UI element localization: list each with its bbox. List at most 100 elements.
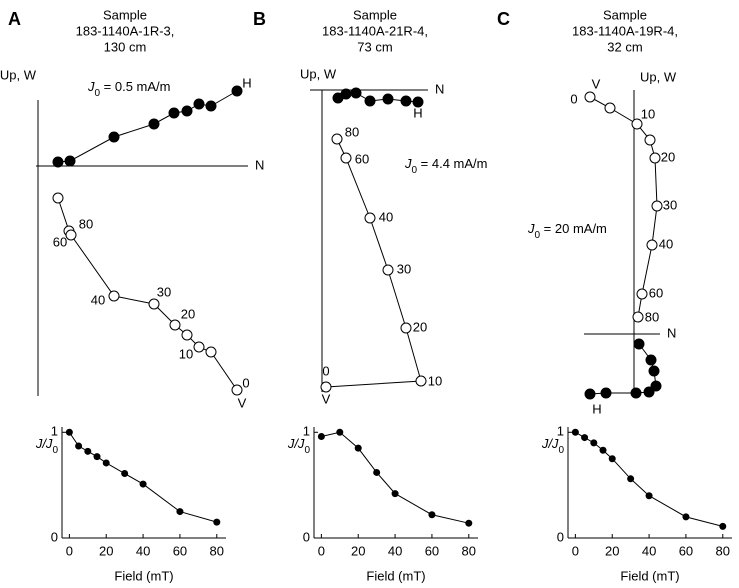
decay-point	[373, 468, 381, 476]
decay-point	[121, 470, 129, 478]
open-point	[400, 322, 412, 334]
x-tick-label: 20	[351, 543, 365, 558]
h-label: H	[592, 401, 601, 416]
sample-title: Sample	[353, 7, 397, 22]
decay-point	[428, 511, 436, 519]
step-label: 30	[663, 197, 677, 212]
step-label: 10	[641, 106, 655, 121]
filled-point	[193, 98, 205, 110]
x-tick-label: 80	[716, 543, 730, 558]
decay-line	[68, 432, 217, 523]
north-label: N	[255, 157, 264, 172]
sample-title: 183-1140A-1R-3,	[76, 23, 175, 38]
north-label: N	[435, 81, 444, 96]
filled-point	[633, 338, 645, 350]
j-symbol: J	[87, 79, 95, 94]
open-point	[364, 212, 376, 224]
step-label: 60	[649, 285, 663, 300]
up-label: Up, W	[300, 66, 337, 81]
step-label: 60	[53, 234, 67, 249]
step-label: 40	[659, 236, 673, 251]
open-point	[646, 239, 658, 251]
decay-line	[575, 431, 723, 527]
step-label: 80	[645, 309, 659, 324]
filled-point	[584, 388, 596, 400]
step-label: 20	[661, 149, 675, 164]
decay-point	[682, 513, 690, 521]
sample-title: Sample	[603, 7, 647, 22]
filled-point	[340, 88, 352, 100]
j-label: J0 = 0.5 mA/m	[87, 79, 171, 98]
y-tick-label: 0	[303, 529, 310, 544]
open-point	[631, 118, 643, 130]
open-point	[632, 311, 644, 323]
open-point	[382, 264, 394, 276]
filled-point	[108, 131, 120, 143]
open-point	[636, 288, 648, 300]
step-label: 10	[179, 346, 193, 361]
filled-point	[645, 354, 657, 366]
panel-label: C	[497, 9, 510, 29]
v-label: V	[592, 76, 601, 91]
sample-title: 183-1140A-19R-4,	[572, 23, 678, 38]
step-label: 40	[379, 209, 393, 224]
decay-point	[336, 428, 344, 436]
j-subscript: 0	[304, 445, 310, 456]
filled-point	[52, 156, 64, 168]
open-point	[205, 346, 217, 358]
open-point	[169, 319, 181, 331]
filled-point	[412, 96, 424, 108]
j-subscript: 0	[412, 165, 418, 176]
y-tick-label: 1	[303, 424, 310, 439]
open-point	[644, 134, 656, 146]
decay-point	[608, 455, 616, 463]
step-label: 0	[570, 91, 577, 106]
decay-point	[719, 522, 727, 530]
open-point	[193, 341, 205, 353]
x-tick-label: 80	[462, 543, 476, 558]
decay-point	[317, 433, 325, 441]
open-point	[649, 152, 661, 164]
open-point	[231, 384, 243, 396]
decay-point	[645, 492, 653, 500]
decay-point	[139, 480, 147, 488]
up-label: Up, W	[640, 69, 677, 84]
step-label: 20	[413, 319, 427, 334]
step-label: 20	[181, 306, 195, 321]
decay-point	[590, 439, 598, 447]
open-point	[108, 290, 120, 302]
j-symbol: J	[527, 221, 535, 236]
horizontal-line	[589, 343, 657, 395]
x-tick-label: 40	[136, 543, 150, 558]
x-axis-label: Field (mT)	[114, 568, 173, 583]
open-point	[65, 229, 77, 241]
filled-point	[382, 93, 394, 105]
panel-label: A	[8, 9, 21, 29]
j-text: = 0.5 mA/m	[100, 79, 170, 94]
filled-point	[231, 85, 243, 97]
j-label: J0 = 4.4 mA/m	[404, 156, 488, 175]
x-tick-label: 40	[642, 543, 656, 558]
decay-point	[465, 519, 473, 527]
j-symbol: J	[404, 156, 412, 171]
j-subscript: 0	[558, 445, 564, 456]
decay-point	[627, 475, 635, 483]
sample-title: 32 cm	[607, 39, 642, 54]
filled-point	[643, 386, 655, 398]
y-tick-label: 0	[51, 529, 58, 544]
j-label: J0 = 20 mA/m	[527, 221, 607, 240]
filled-point	[364, 95, 376, 107]
decay-point	[213, 518, 221, 526]
step-label: 80	[345, 124, 359, 139]
x-axis-label: Field (mT)	[366, 568, 425, 583]
x-tick-label: 60	[173, 543, 187, 558]
decay-point	[75, 442, 83, 450]
decay-point	[391, 490, 399, 498]
decay-point	[65, 428, 73, 436]
j-subscript: 0	[95, 88, 101, 99]
open-point	[340, 152, 352, 164]
x-tick-label: 0	[66, 543, 73, 558]
decay-point	[176, 508, 184, 516]
v-label: V	[238, 395, 247, 410]
